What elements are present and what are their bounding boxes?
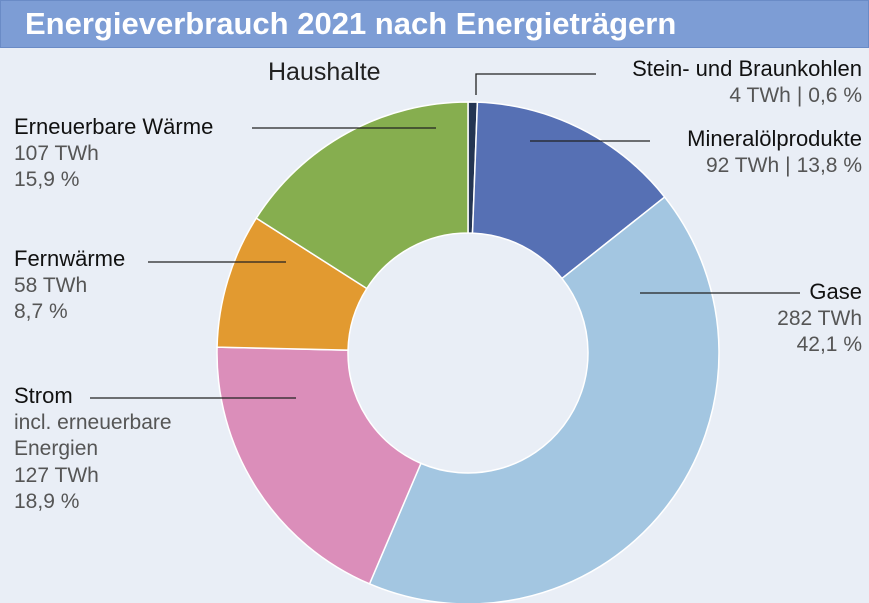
percentage-label: 42,1 % xyxy=(796,333,862,356)
separator: | xyxy=(785,153,791,177)
segment-label: Strom incl. erneuerbare Energien 127 TWh 18… xyxy=(14,383,214,516)
value-label: 4 TWh xyxy=(729,83,791,107)
segment-label: Fernwärme 58 TWh 8,7 % xyxy=(14,246,214,326)
percentage-label: 0,6 % xyxy=(808,83,862,107)
chart-subtitle: Haushalte xyxy=(268,58,381,86)
category-name: Erneuerbare Wärme xyxy=(14,114,214,139)
category-name: Strom xyxy=(14,383,73,408)
percentage-label: 8,7 % xyxy=(14,300,68,323)
percentage-label: 15,9 % xyxy=(14,168,80,191)
category-name: Stein- und Braunkohlen xyxy=(632,56,862,81)
separator: | xyxy=(796,83,803,107)
percentage-label: 18,9 % xyxy=(14,490,80,513)
segment-label: Stein- und Braunkohlen 4 TWh | 0,6 % xyxy=(632,56,862,109)
chart-title: Energieverbrauch 2021 nach Energieträger… xyxy=(25,6,677,41)
segment-label: Mineralölprodukte 92 TWh | 13,8 % xyxy=(687,126,862,179)
category-name: Gase xyxy=(809,279,862,304)
category-name: Fernwärme xyxy=(14,246,126,271)
value-line: 92 TWh | 13,8 % xyxy=(687,153,862,180)
percentage-label: 13,8 % xyxy=(796,153,862,177)
donut-segment xyxy=(216,346,422,585)
value-line: 4 TWh | 0,6 % xyxy=(632,83,862,110)
leader-line xyxy=(475,73,596,95)
value-label: 58 TWh xyxy=(14,273,88,297)
segment-label: Erneuerbare Wärme 107 TWh 15,9 % xyxy=(14,114,214,194)
value-label: 92 TWh xyxy=(705,153,780,177)
category-name: Mineralölprodukte xyxy=(687,126,862,151)
value-label: 127 TWh xyxy=(14,463,99,487)
category-note: incl. erneuerbare Energien xyxy=(14,410,172,461)
value-label: 107 TWh xyxy=(14,141,99,165)
title-bar: Energieverbrauch 2021 nach Energieträger… xyxy=(0,0,869,48)
segment-label: Gase 282 TWh 42,1 % xyxy=(777,279,862,359)
donut-segment xyxy=(255,101,469,290)
value-label: 282 TWh xyxy=(777,306,862,330)
